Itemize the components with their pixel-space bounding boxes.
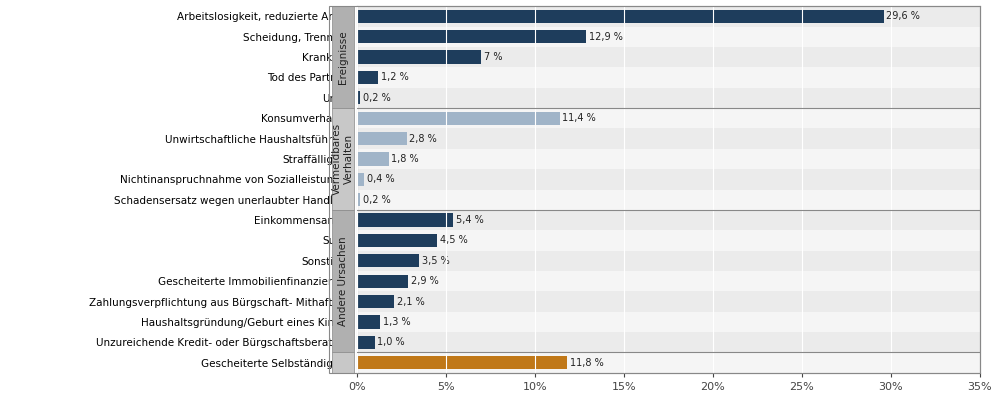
Bar (357, 67, 980, 88)
Bar (357, 47, 980, 67)
Bar (357, 295, 394, 308)
Text: 2,9 %: 2,9 % (411, 276, 439, 286)
Bar (357, 30, 587, 43)
Bar (357, 51, 481, 64)
Bar (357, 271, 980, 291)
Bar (357, 336, 375, 349)
Bar (357, 213, 453, 227)
Bar (357, 91, 361, 105)
Bar (357, 356, 567, 369)
Text: 2,1 %: 2,1 % (397, 297, 424, 307)
Bar (357, 169, 980, 190)
Bar (357, 149, 980, 169)
Bar (357, 6, 980, 26)
Bar (357, 10, 883, 23)
Text: 2,8 %: 2,8 % (409, 133, 437, 144)
Bar (357, 254, 419, 267)
Text: 1,0 %: 1,0 % (377, 337, 405, 347)
Text: Andere Ursachen: Andere Ursachen (338, 236, 348, 326)
Bar (357, 193, 361, 206)
Bar (357, 88, 980, 108)
Text: 0,2 %: 0,2 % (363, 93, 391, 103)
Text: Ereignisse: Ereignisse (338, 30, 348, 84)
Text: 1,2 %: 1,2 % (381, 73, 409, 82)
Bar (357, 108, 980, 129)
Bar (357, 26, 980, 47)
Text: 11,4 %: 11,4 % (563, 113, 596, 123)
Text: 3,5 %: 3,5 % (422, 256, 449, 266)
Text: 12,9 %: 12,9 % (589, 32, 623, 42)
Bar (357, 230, 980, 250)
Bar (357, 173, 364, 186)
Bar (357, 132, 407, 145)
Text: 0,2 %: 0,2 % (363, 195, 391, 205)
Text: 11,8 %: 11,8 % (570, 358, 603, 368)
Bar (357, 190, 980, 210)
Bar (357, 234, 437, 247)
Bar (357, 353, 980, 373)
Text: Vermeidbares
Verhalten: Vermeidbares Verhalten (332, 123, 354, 195)
Bar (357, 315, 380, 328)
Text: 0,4 %: 0,4 % (367, 174, 394, 184)
Bar (357, 112, 560, 125)
Bar (357, 71, 378, 84)
Text: 4,5 %: 4,5 % (439, 235, 467, 246)
Text: 5,4 %: 5,4 % (455, 215, 483, 225)
Bar (357, 274, 408, 288)
Text: 1,3 %: 1,3 % (383, 317, 410, 327)
Bar (357, 291, 980, 312)
Bar (357, 152, 389, 166)
Text: 1,8 %: 1,8 % (392, 154, 419, 164)
Text: 29,6 %: 29,6 % (886, 12, 921, 21)
Bar (357, 312, 980, 332)
Bar (357, 250, 980, 271)
Bar (357, 129, 980, 149)
Text: 7 %: 7 % (484, 52, 502, 62)
Bar (357, 210, 980, 230)
Bar (357, 332, 980, 353)
